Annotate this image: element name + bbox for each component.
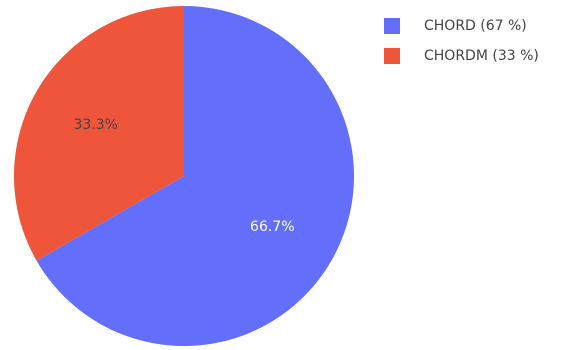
- pie-slice-0[interactable]: [36, 6, 355, 346]
- legend-swatch: [384, 18, 400, 34]
- legend-label: CHORD (67 %): [424, 18, 527, 34]
- pie-slices: [14, 6, 355, 346]
- legend-swatch: [384, 48, 400, 64]
- legend-label: CHORDM (33 %): [424, 48, 539, 64]
- slice-percent-label: 66.7%: [250, 219, 294, 235]
- legend-item[interactable]: CHORD (67 %): [384, 18, 527, 34]
- pie-slice-labels: 66.7% 33.3%: [73, 117, 294, 235]
- slice-percent-label: 33.3%: [73, 117, 117, 133]
- legend: CHORD (67 %) CHORDM (33 %): [384, 18, 539, 64]
- legend-item[interactable]: CHORDM (33 %): [384, 48, 539, 64]
- pie-slice-1[interactable]: [14, 6, 185, 261]
